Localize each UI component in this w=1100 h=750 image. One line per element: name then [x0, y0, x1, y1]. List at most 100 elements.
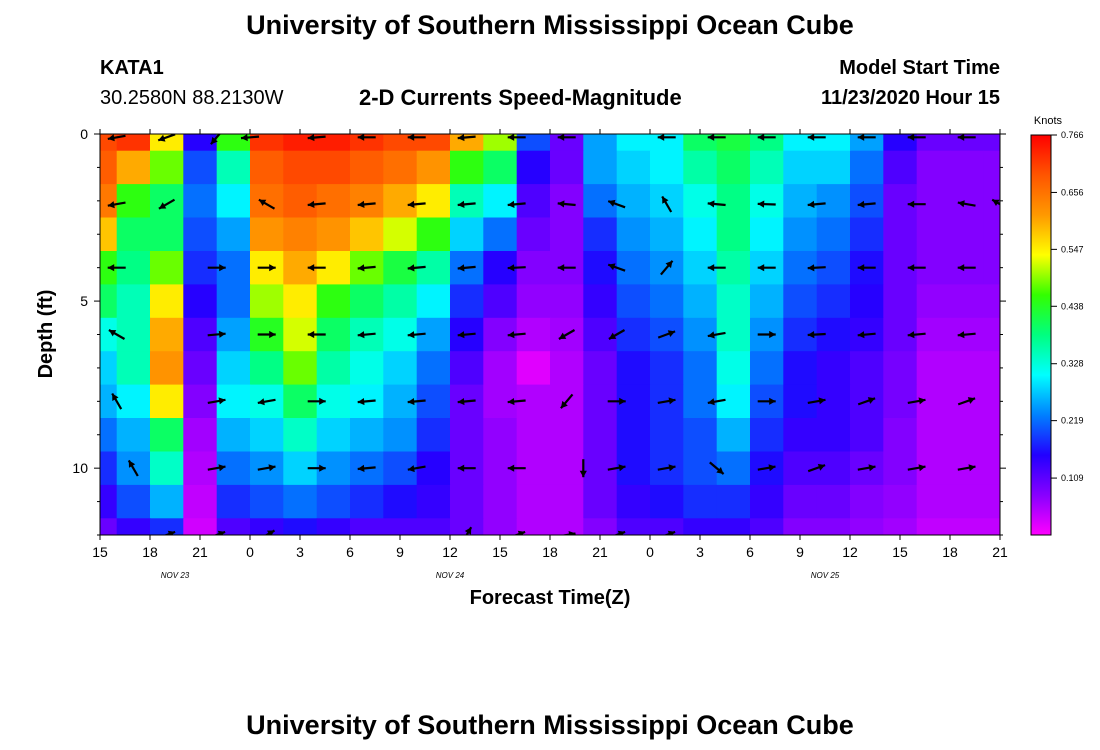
- vector-head: [807, 264, 815, 272]
- heatmap-cell: [183, 351, 218, 386]
- heatmap-cell: [116, 284, 151, 319]
- current-vector: [457, 398, 476, 406]
- vector-head: [568, 531, 576, 535]
- heatmap-cell: [950, 484, 984, 519]
- heatmap-cell: [250, 351, 284, 386]
- vector-head: [407, 200, 415, 208]
- current-vector: [464, 526, 473, 535]
- heatmap-cell: [983, 317, 1000, 352]
- vector-head: [857, 264, 865, 272]
- heatmap-cell: [716, 150, 751, 185]
- vector-head: [968, 464, 976, 472]
- y-tick-label: 10: [72, 460, 88, 476]
- heatmap-cell: [983, 217, 1000, 252]
- current-vector: [357, 264, 376, 272]
- colorbar-tick-label: 0.766: [1061, 130, 1084, 140]
- heatmap-cell: [100, 184, 118, 219]
- heatmap-cell: [350, 284, 384, 319]
- vector-head: [507, 134, 515, 141]
- vector-head: [618, 464, 626, 472]
- vector-head: [219, 264, 226, 272]
- x-date-label: NOV 25: [811, 571, 840, 580]
- heatmap-cell: [616, 217, 651, 252]
- heatmap-cell: [183, 184, 218, 219]
- x-tick-label: 21: [192, 544, 208, 560]
- vector-head: [668, 397, 676, 405]
- heatmap-cell: [216, 217, 251, 252]
- heatmap-cell: [716, 217, 751, 252]
- heatmap-cell: [816, 451, 851, 486]
- x-tick-label: 15: [92, 544, 108, 560]
- current-vector: [560, 531, 576, 535]
- current-vector: [957, 331, 976, 339]
- x-tick-label: 18: [942, 544, 958, 560]
- current-vector: [457, 264, 476, 272]
- heatmap-cell: [883, 284, 918, 319]
- vector-head: [241, 134, 248, 142]
- heatmap-cell: [383, 184, 418, 219]
- heatmap-cell: [850, 418, 884, 452]
- heatmap-cell: [550, 351, 584, 386]
- heatmap-cell: [850, 351, 884, 386]
- vector-head: [457, 200, 465, 208]
- x-tick-label: 6: [746, 544, 754, 560]
- heatmap-cell: [550, 451, 584, 486]
- current-vector: [857, 200, 876, 208]
- heatmap-cell: [150, 184, 184, 219]
- vector-head: [258, 199, 267, 206]
- heatmap-cell: [250, 518, 284, 535]
- heatmap-cell: [550, 284, 584, 319]
- current-vector: [258, 198, 276, 210]
- heatmap-cell: [316, 150, 351, 185]
- heatmap-cell: [783, 351, 818, 386]
- vector-head: [357, 264, 365, 272]
- heatmap-cell: [983, 518, 1000, 535]
- vector-head: [257, 398, 265, 406]
- current-vector: [907, 397, 926, 405]
- heatmap-cell: [283, 284, 318, 319]
- heatmap-cell: [416, 217, 451, 252]
- heatmap-cell: [150, 150, 184, 185]
- vector-head: [907, 200, 915, 208]
- colorbar-tick-label: 0.547: [1061, 244, 1084, 254]
- heatmap-cell: [316, 134, 351, 152]
- vector-head: [218, 397, 226, 405]
- heatmap-cell: [216, 518, 251, 535]
- colorbar-title: Knots: [1034, 115, 1063, 127]
- vector-head: [667, 330, 676, 337]
- heatmap-cell: [650, 284, 684, 319]
- heatmap-cell: [450, 284, 484, 319]
- heatmap-cell: [216, 150, 251, 185]
- heatmap-cell: [983, 284, 1000, 319]
- x-date-label: NOV 24: [436, 571, 465, 580]
- heatmap-cell: [216, 351, 251, 386]
- vector-head: [357, 331, 365, 339]
- vector-head: [757, 264, 765, 272]
- current-vector: [807, 463, 826, 473]
- heatmap-cell: [216, 484, 251, 519]
- vector-head: [817, 463, 826, 471]
- colorbar-tick-label: 0.219: [1061, 416, 1084, 426]
- heatmap-cell: [216, 418, 251, 452]
- heatmap-cell: [850, 284, 884, 319]
- current-vector: [357, 331, 376, 339]
- x-tick-label: 9: [796, 544, 804, 560]
- current-vector: [240, 134, 260, 142]
- heatmap-cell: [283, 484, 318, 519]
- vector-shaft: [1008, 465, 1025, 471]
- vector-head: [357, 134, 365, 141]
- vector-head: [716, 467, 724, 474]
- current-vector: [807, 134, 826, 141]
- heatmap-cell: [583, 518, 618, 535]
- heatmap-cell: [150, 418, 184, 452]
- current-vector: [607, 464, 626, 472]
- heatmap-cell: [716, 451, 751, 486]
- vector-head: [957, 331, 965, 339]
- heatmap-cell: [283, 418, 318, 452]
- current-vector: [207, 464, 226, 472]
- heatmap-cell: [550, 418, 584, 452]
- vector-head: [657, 134, 665, 141]
- vector-head: [507, 398, 515, 406]
- vector-shaft: [1008, 266, 1026, 269]
- heatmap-cell: [583, 150, 618, 185]
